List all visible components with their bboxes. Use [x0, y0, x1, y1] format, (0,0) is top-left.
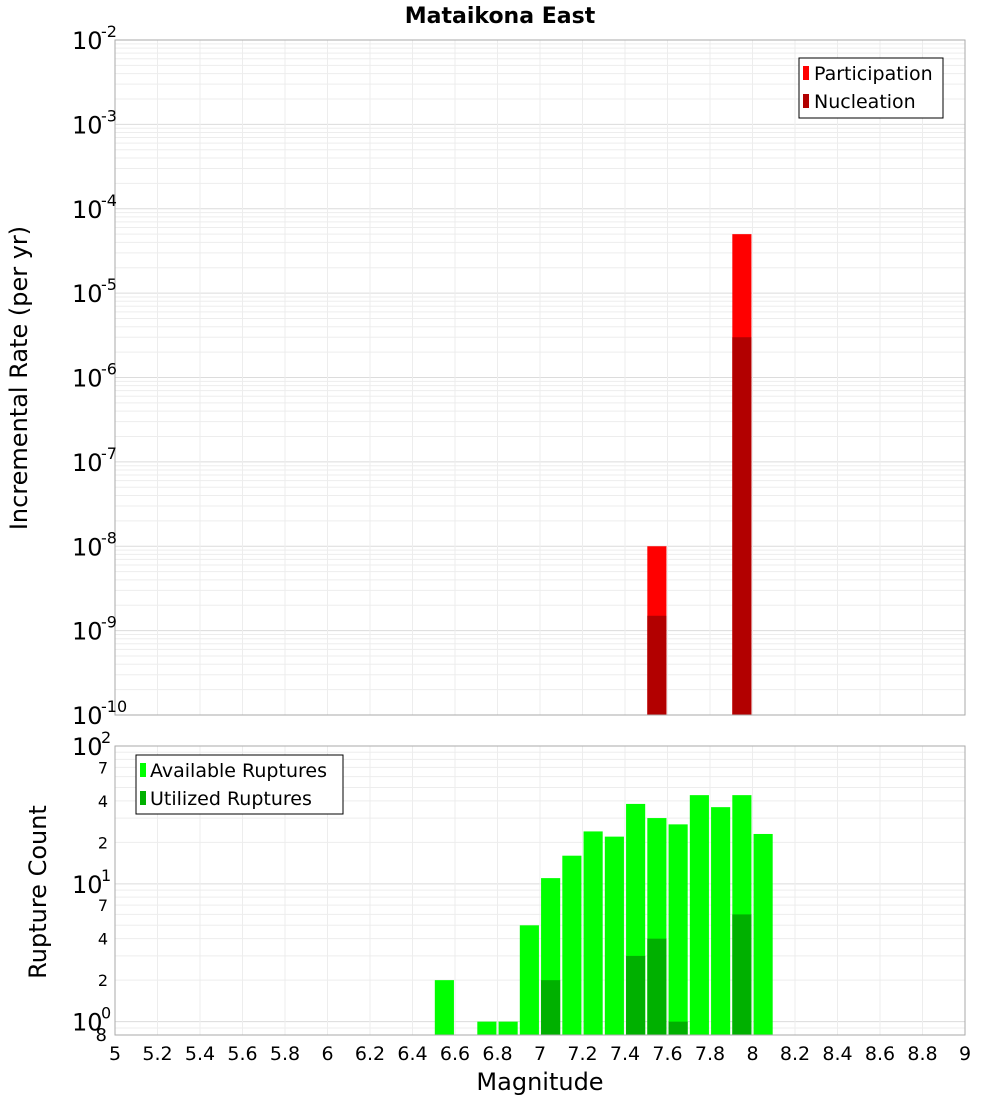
top-y-tick-base: 10 — [72, 365, 103, 393]
top-y-tick-exponent: -9 — [101, 613, 117, 632]
top-bars — [647, 234, 752, 715]
rate-bar-1-0 — [647, 615, 667, 715]
top-y-tick-exponent: -5 — [101, 275, 117, 294]
bottom-y-minor-tick: 7 — [98, 758, 108, 777]
x-tick-label: 6.4 — [397, 1043, 427, 1065]
bottom-y-minor-tick: 4 — [98, 792, 108, 811]
bottom-plot-frame — [114, 745, 966, 1036]
top-y-tick-exponent: -6 — [101, 360, 117, 379]
count-bar-0-6 — [583, 831, 603, 1035]
bottom-y-minor-tick: 2 — [98, 971, 108, 990]
top-y-tick-exponent: -10 — [101, 697, 127, 716]
bottom-y-axis-label: Rupture Count — [24, 805, 52, 979]
count-bar-1-3 — [668, 1021, 688, 1035]
count-bar-0-14 — [753, 833, 773, 1035]
count-bar-1-1 — [626, 955, 646, 1035]
bottom-y-tick-exponent: 0 — [101, 1004, 111, 1023]
count-bar-0-7 — [604, 836, 624, 1035]
top-y-axis-label: Incremental Rate (per yr) — [5, 226, 33, 530]
top-y-tick-base: 10 — [72, 449, 103, 477]
legend-label-utilized: Utilized Ruptures — [150, 788, 312, 810]
count-bar-1-2 — [647, 938, 667, 1035]
count-bar-0-3 — [519, 925, 539, 1035]
x-tick-label: 6.2 — [355, 1043, 385, 1065]
x-tick-label: 6.8 — [482, 1043, 512, 1065]
x-tick-label: 7.8 — [695, 1043, 725, 1065]
x-tick-label: 5.6 — [227, 1043, 257, 1065]
count-bar-0-11 — [689, 795, 709, 1035]
top-y-tick-base: 10 — [72, 533, 103, 561]
bottom-y-tick-base: 10 — [72, 1009, 103, 1037]
top-legend-box — [798, 57, 944, 119]
count-bar-0-10 — [668, 824, 688, 1035]
count-bar-1-0 — [541, 980, 561, 1035]
x-tick-label: 5.4 — [185, 1043, 215, 1065]
count-bar-1-4 — [732, 914, 752, 1035]
x-tick-label: 7.6 — [652, 1043, 682, 1065]
bottom-y-tick-base: 10 — [72, 871, 103, 899]
x-axis-label: Magnitude — [476, 1068, 603, 1096]
x-tick-label: 6.6 — [440, 1043, 470, 1065]
x-tick-labels: 5 5.2 5.4 5.6 5.8 6 6.2 6.4 6.6 6.8 7 7.2 7.4 7.6 7.8 8… — [109, 1043, 971, 1065]
top-y-tick-base: 10 — [72, 196, 103, 224]
count-bar-0-0 — [434, 980, 454, 1035]
bottom-y-min-tick: 8 — [96, 1025, 107, 1046]
top-gridlines — [114, 40, 966, 716]
top-y-tick-base: 10 — [72, 111, 103, 139]
legend-swatch-utilized — [140, 791, 146, 805]
top-y-tick-base: 10 — [72, 702, 103, 730]
x-tick-label: 8.6 — [865, 1043, 895, 1065]
x-tick-label: 8 — [746, 1043, 758, 1065]
x-tick-label: 8.8 — [907, 1043, 937, 1065]
top-plot-frame — [114, 39, 966, 716]
top-y-tick-exponent: -2 — [101, 22, 117, 41]
bottom-y-tick-base: 10 — [72, 733, 103, 761]
x-tick-label: 8.2 — [780, 1043, 810, 1065]
bottom-y-minor-tick: 2 — [98, 833, 108, 852]
count-bar-0-5 — [562, 855, 582, 1035]
x-tick-label: 5.2 — [142, 1043, 172, 1065]
top-y-tick-exponent: -7 — [101, 444, 117, 463]
top-y-tick-exponent: -8 — [101, 528, 117, 547]
count-bar-0-1 — [477, 1021, 497, 1035]
top-y-tick-base: 10 — [72, 280, 103, 308]
count-bar-0-2 — [498, 1021, 518, 1035]
top-y-tick-base: 10 — [72, 27, 103, 55]
top-legend: Participation Nucleation — [798, 57, 944, 119]
top-y-tick-exponent: -3 — [101, 106, 117, 125]
top-y-tick-exponent: -4 — [101, 191, 117, 210]
bottom-bars — [434, 795, 773, 1035]
top-y-tick-base: 10 — [72, 618, 103, 646]
bottom-y-minor-tick: 4 — [98, 930, 108, 949]
bottom-legend: Available Ruptures Utilized Ruptures — [135, 754, 344, 815]
legend-label-available: Available Ruptures — [150, 760, 327, 782]
bottom-y-tick-exponent: 2 — [101, 728, 111, 747]
x-tick-label: 9 — [959, 1043, 971, 1065]
legend-label-participation: Participation — [814, 63, 933, 85]
count-bar-0-12 — [711, 807, 731, 1035]
x-tick-label: 7 — [534, 1043, 546, 1065]
x-tick-label: 7.2 — [567, 1043, 597, 1065]
rate-bar-1-1 — [732, 337, 752, 715]
bottom-y-tick-exponent: 1 — [101, 866, 111, 885]
x-tick-label: 5.8 — [270, 1043, 300, 1065]
legend-swatch-available — [140, 763, 146, 777]
bottom-legend-box — [135, 754, 344, 815]
x-tick-label: 6 — [321, 1043, 333, 1065]
legend-swatch-participation — [803, 66, 809, 80]
x-tick-label: 8.4 — [822, 1043, 852, 1065]
x-tick-label: 5 — [109, 1043, 121, 1065]
chart-title: Mataikona East — [405, 4, 596, 29]
legend-label-nucleation: Nucleation — [814, 91, 916, 113]
bottom-y-minor-tick: 7 — [98, 896, 108, 915]
x-tick-label: 7.4 — [610, 1043, 640, 1065]
legend-swatch-nucleation — [803, 94, 809, 108]
